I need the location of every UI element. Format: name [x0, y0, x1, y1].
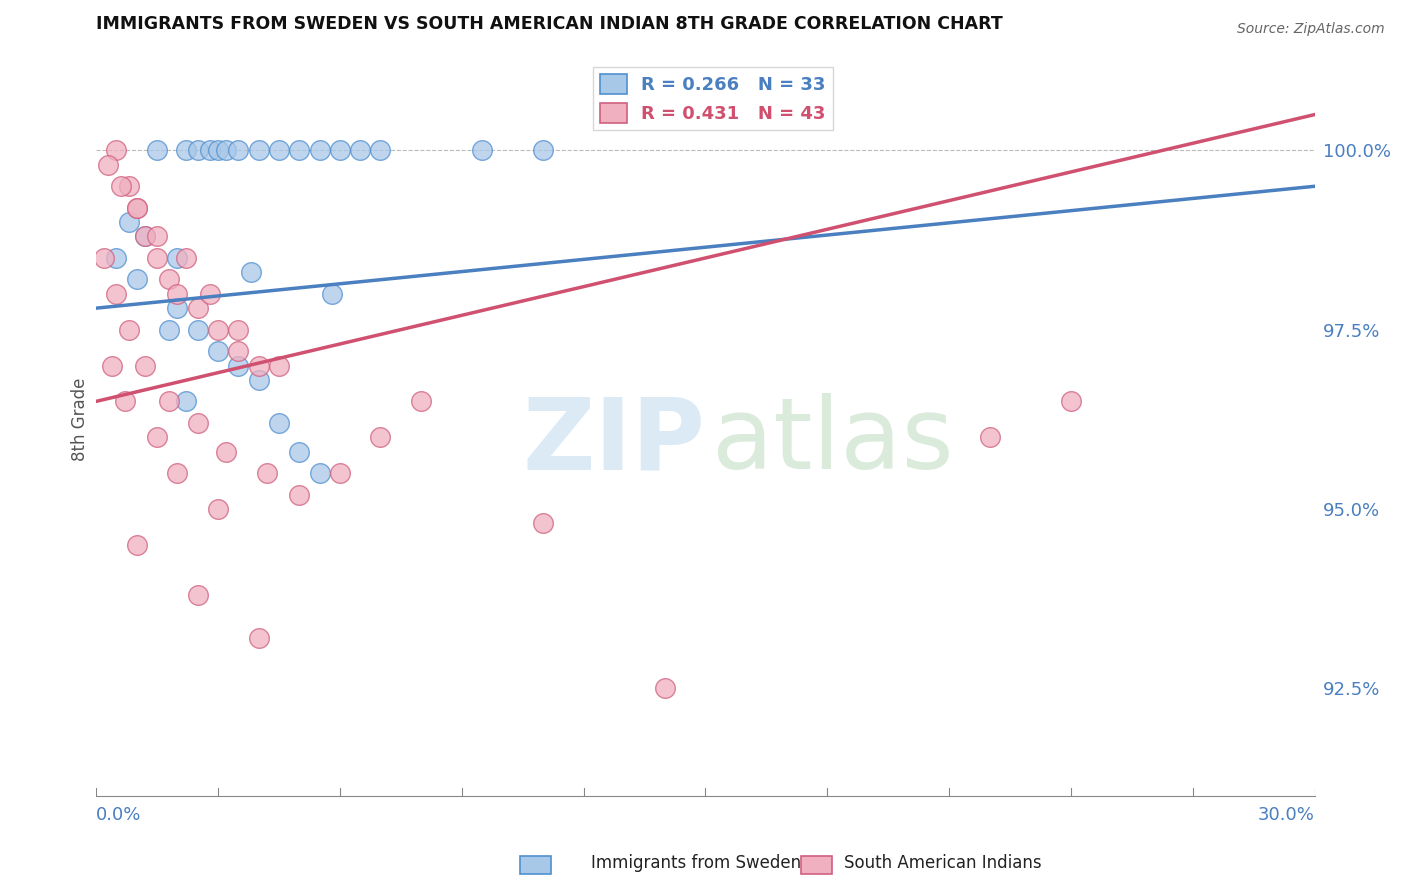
Point — [134, 229, 156, 244]
Point — [1060, 394, 1083, 409]
Point — [267, 416, 290, 430]
Point — [146, 251, 169, 265]
Point — [118, 323, 141, 337]
Text: Immigrants from Sweden: Immigrants from Sweden — [591, 855, 800, 872]
Point — [370, 430, 392, 444]
Point — [215, 444, 238, 458]
Point — [105, 251, 128, 265]
Point — [979, 430, 1001, 444]
Point — [187, 144, 209, 158]
Point — [97, 158, 120, 172]
Text: 0.0%: 0.0% — [96, 806, 142, 824]
Point — [187, 301, 209, 315]
Point — [247, 359, 270, 373]
Point — [134, 229, 156, 244]
Point — [114, 394, 136, 409]
Text: Source: ZipAtlas.com: Source: ZipAtlas.com — [1237, 22, 1385, 37]
Point — [471, 144, 494, 158]
Point — [198, 286, 221, 301]
Point — [174, 251, 197, 265]
Point — [166, 251, 188, 265]
Point — [288, 144, 311, 158]
Point — [207, 502, 229, 516]
Text: atlas: atlas — [711, 393, 953, 491]
Point — [110, 179, 132, 194]
Point — [654, 681, 676, 695]
Point — [187, 416, 209, 430]
Point — [228, 144, 250, 158]
Point — [531, 516, 554, 531]
Point — [125, 538, 148, 552]
Point — [198, 144, 221, 158]
Point — [288, 487, 311, 501]
Point — [207, 344, 229, 359]
Point — [174, 144, 197, 158]
Point — [166, 286, 188, 301]
Point — [247, 631, 270, 645]
Point — [256, 466, 278, 480]
Point — [308, 466, 330, 480]
Point — [187, 588, 209, 602]
Point — [531, 144, 554, 158]
Point — [101, 359, 124, 373]
Point — [146, 229, 169, 244]
Point — [157, 323, 180, 337]
Point — [146, 430, 169, 444]
Point — [329, 144, 352, 158]
Point — [187, 323, 209, 337]
Point — [228, 344, 250, 359]
Point — [207, 144, 229, 158]
Point — [105, 286, 128, 301]
Point — [349, 144, 371, 158]
Point — [157, 272, 180, 286]
Text: ZIP: ZIP — [523, 393, 706, 491]
Point — [105, 144, 128, 158]
Point — [118, 215, 141, 229]
Text: South American Indians: South American Indians — [844, 855, 1042, 872]
Point — [157, 394, 180, 409]
Point — [411, 394, 433, 409]
Point — [118, 179, 141, 194]
Y-axis label: 8th Grade: 8th Grade — [72, 377, 89, 461]
Point — [247, 144, 270, 158]
Text: 30.0%: 30.0% — [1258, 806, 1315, 824]
Point — [166, 466, 188, 480]
Point — [207, 323, 229, 337]
Point — [134, 359, 156, 373]
Point — [215, 144, 238, 158]
Point — [146, 144, 169, 158]
Point — [267, 359, 290, 373]
Legend: R = 0.266   N = 33, R = 0.431   N = 43: R = 0.266 N = 33, R = 0.431 N = 43 — [592, 67, 832, 130]
Point — [288, 444, 311, 458]
Text: IMMIGRANTS FROM SWEDEN VS SOUTH AMERICAN INDIAN 8TH GRADE CORRELATION CHART: IMMIGRANTS FROM SWEDEN VS SOUTH AMERICAN… — [96, 15, 1002, 33]
Point — [166, 301, 188, 315]
Point — [93, 251, 115, 265]
Point — [370, 144, 392, 158]
Point — [125, 201, 148, 215]
Point — [267, 144, 290, 158]
Point — [228, 323, 250, 337]
Point — [228, 359, 250, 373]
Point — [247, 373, 270, 387]
Point — [125, 201, 148, 215]
Point — [239, 265, 262, 279]
Point — [125, 272, 148, 286]
Point — [308, 144, 330, 158]
Point — [321, 286, 343, 301]
Point — [174, 394, 197, 409]
Point — [329, 466, 352, 480]
